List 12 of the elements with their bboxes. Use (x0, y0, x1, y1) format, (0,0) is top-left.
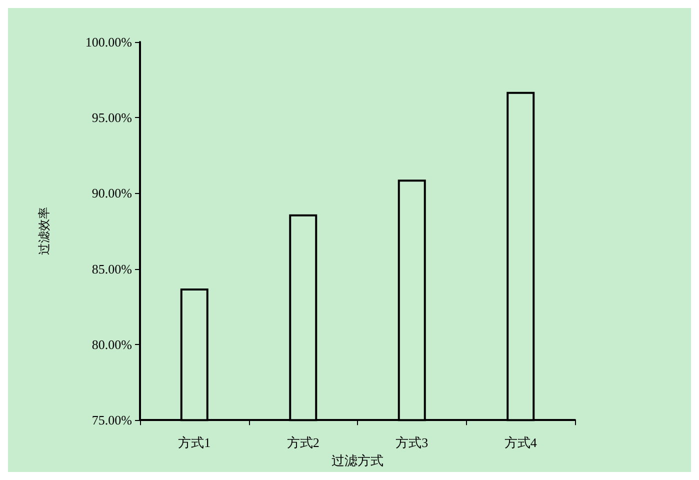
y-tick-label: 80.00% (92, 336, 132, 352)
y-tick-label: 85.00% (92, 261, 132, 276)
x-tick-label: 方式1 (178, 435, 211, 450)
y-tick-label: 90.00% (92, 186, 132, 201)
y-tick-label: 75.00% (92, 412, 132, 428)
x-axis-title: 过滤方式 (332, 453, 384, 468)
x-tick-label: 方式4 (504, 435, 538, 450)
y-tick-label: 100.00% (85, 34, 132, 50)
x-tick-label: 方式2 (286, 435, 320, 450)
x-tick-label: 方式3 (396, 435, 428, 450)
y-tick-label: 95.00% (92, 110, 132, 126)
y-axis-title: 过滤效率 (37, 207, 51, 256)
